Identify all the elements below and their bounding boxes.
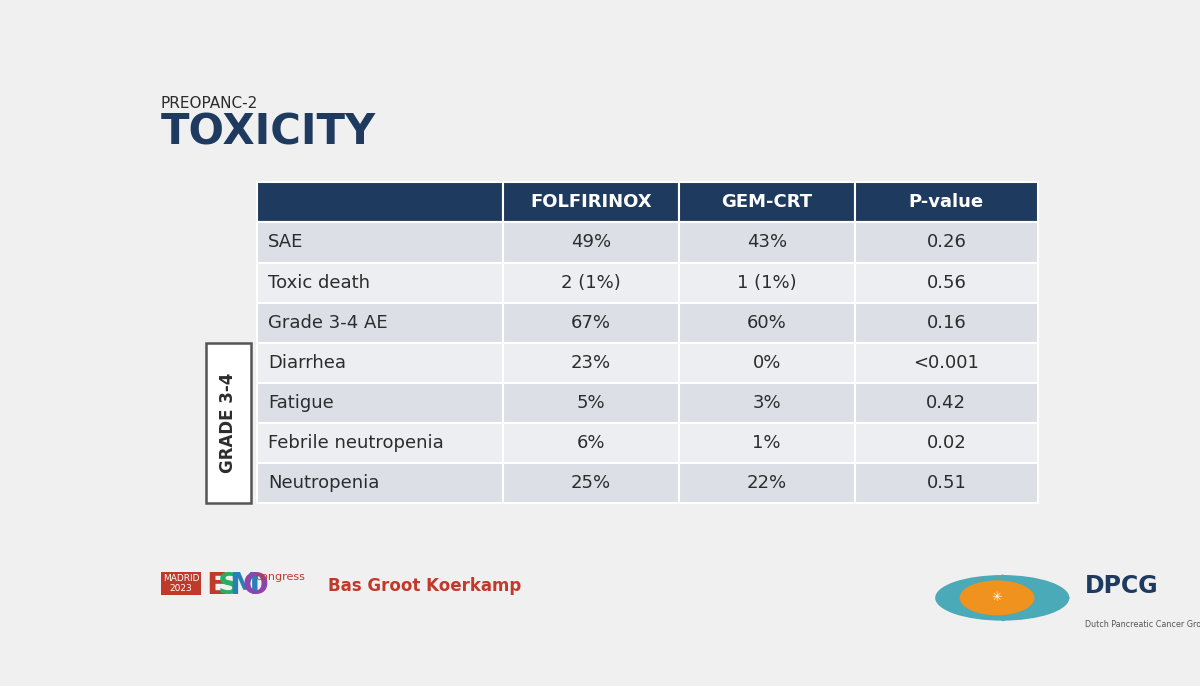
Bar [503,222,679,263]
Bar [257,222,503,263]
Text: <0.001: <0.001 [913,353,979,372]
Text: P-value: P-value [908,193,984,211]
Text: congress: congress [256,571,305,582]
Text: DPCG: DPCG [1085,574,1158,598]
Bar [503,383,679,423]
Bar [503,462,679,503]
Text: 22%: 22% [746,474,787,492]
Bar [503,342,679,383]
Text: 0.02: 0.02 [926,434,966,451]
Text: GEM-CRT: GEM-CRT [721,193,812,211]
Text: 0.56: 0.56 [926,274,966,292]
Text: 5%: 5% [577,394,605,412]
Text: SAE: SAE [268,233,304,252]
Bar [679,462,854,503]
Bar [854,222,1038,263]
Text: 25%: 25% [571,474,611,492]
Bar [854,423,1038,462]
Bar [854,342,1038,383]
Text: Bas Groot Koerkamp: Bas Groot Koerkamp [329,577,522,595]
Bar [503,303,679,342]
Text: Febrile neutropenia: Febrile neutropenia [268,434,444,451]
Text: 6%: 6% [577,434,605,451]
Text: Dutch Pancreatic Cancer Group: Dutch Pancreatic Cancer Group [1085,619,1200,629]
Bar [854,303,1038,342]
Bar [679,342,854,383]
Text: 0.26: 0.26 [926,233,966,252]
Bar [854,182,1038,222]
Text: MADRID
2023: MADRID 2023 [163,574,199,593]
Text: 3%: 3% [752,394,781,412]
Bar [257,423,503,462]
Ellipse shape [935,575,1069,621]
Text: 23%: 23% [571,353,611,372]
Text: PREOPANC-2: PREOPANC-2 [161,96,258,111]
Bar [206,342,251,503]
Bar [854,263,1038,303]
Text: FOLFIRINOX: FOLFIRINOX [530,193,652,211]
Text: 1%: 1% [752,434,781,451]
Text: Toxic death: Toxic death [268,274,370,292]
Text: Fatigue: Fatigue [268,394,334,412]
Bar [854,462,1038,503]
Text: 60%: 60% [746,314,786,331]
Bar [679,383,854,423]
Circle shape [960,580,1034,615]
Bar [503,263,679,303]
Bar [854,383,1038,423]
Text: 43%: 43% [746,233,787,252]
Bar [257,383,503,423]
Bar [679,182,854,222]
Bar [679,222,854,263]
Bar [503,423,679,462]
Text: S: S [218,571,240,600]
Bar [161,572,202,595]
Bar [257,182,503,222]
Bar [503,182,679,222]
Text: 0.51: 0.51 [926,474,966,492]
Text: 0.16: 0.16 [926,314,966,331]
Text: TOXICITY: TOXICITY [161,112,376,154]
Bar [257,263,503,303]
Text: O: O [242,571,269,600]
Bar [257,462,503,503]
Text: 67%: 67% [571,314,611,331]
Bar [257,342,503,383]
Text: 1 (1%): 1 (1%) [737,274,797,292]
Text: E: E [206,571,227,600]
Text: M: M [229,571,259,600]
Text: Neutropenia: Neutropenia [268,474,379,492]
Text: Diarrhea: Diarrhea [268,353,346,372]
Text: 0.42: 0.42 [926,394,966,412]
Text: 0%: 0% [752,353,781,372]
Text: Grade 3-4 AE: Grade 3-4 AE [268,314,388,331]
Text: 2 (1%): 2 (1%) [562,274,620,292]
Bar [257,303,503,342]
Bar [679,303,854,342]
Text: GRADE 3-4: GRADE 3-4 [220,372,238,473]
Bar [679,263,854,303]
Text: 49%: 49% [571,233,611,252]
Text: ✳: ✳ [992,591,1002,604]
Polygon shape [1002,575,1069,621]
Bar [679,423,854,462]
